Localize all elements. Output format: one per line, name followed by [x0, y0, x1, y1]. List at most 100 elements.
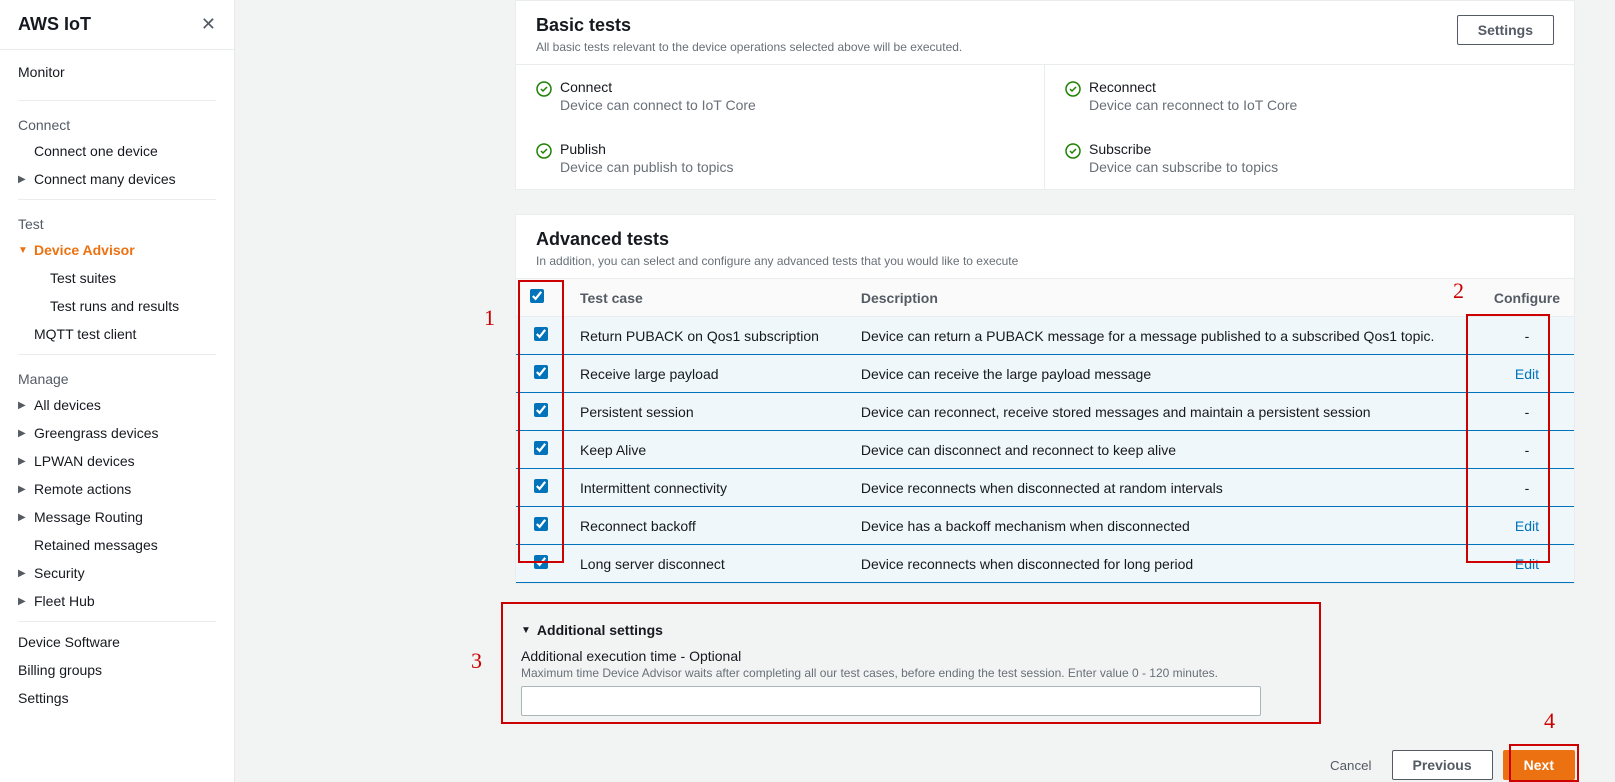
- testcase-cell: Keep Alive: [566, 431, 847, 469]
- basic-tests-panel: Basic tests All basic tests relevant to …: [515, 0, 1575, 190]
- additional-settings-toggle[interactable]: ▼ Additional settings: [521, 622, 1569, 638]
- sidebar-item-security[interactable]: ▶ Security: [0, 559, 234, 587]
- configure-cell[interactable]: Edit: [1480, 507, 1574, 545]
- sidebar-divider: [18, 199, 216, 200]
- sidebar-item-label: Monitor: [18, 64, 65, 80]
- basic-test-name: Reconnect: [1089, 79, 1297, 95]
- select-all-checkbox[interactable]: [530, 289, 544, 303]
- sidebar-item-label: Test runs and results: [50, 298, 179, 314]
- sidebar-item-label: All devices: [34, 397, 101, 413]
- testcase-cell: Reconnect backoff: [566, 507, 847, 545]
- annotation-label-2: 2: [1453, 278, 1464, 304]
- sidebar-item-label: MQTT test client: [34, 326, 136, 342]
- sidebar-item-greengrass[interactable]: ▶ Greengrass devices: [0, 419, 234, 447]
- edit-link[interactable]: Edit: [1515, 518, 1539, 534]
- sidebar-item-label: Fleet Hub: [34, 593, 95, 609]
- row-checkbox[interactable]: [534, 555, 548, 569]
- next-button[interactable]: Next: [1503, 750, 1575, 780]
- row-checkbox[interactable]: [534, 479, 548, 493]
- sidebar-item-remote-actions[interactable]: ▶ Remote actions: [0, 475, 234, 503]
- sidebar-group-test: Test: [0, 206, 234, 236]
- table-row: Intermittent connectivityDevice reconnec…: [516, 469, 1574, 507]
- configure-cell[interactable]: Edit: [1480, 545, 1574, 583]
- table-row: Keep AliveDevice can disconnect and reco…: [516, 431, 1574, 469]
- testcase-cell: Persistent session: [566, 393, 847, 431]
- sidebar-item-connect-many[interactable]: ▶ Connect many devices: [0, 165, 234, 193]
- sidebar-item-label: Settings: [18, 690, 69, 706]
- sidebar-item-label: Connect one device: [34, 143, 158, 159]
- sidebar-item-label: Remote actions: [34, 481, 131, 497]
- table-row: Return PUBACK on Qos1 subscriptionDevice…: [516, 317, 1574, 355]
- chevron-right-icon: ▶: [18, 174, 30, 185]
- chevron-right-icon: ▶: [18, 400, 30, 411]
- description-header: Description: [847, 279, 1480, 317]
- annotation-label-4: 4: [1544, 708, 1555, 734]
- select-all-header: [516, 279, 566, 317]
- advanced-tests-subtitle: In addition, you can select and configur…: [536, 254, 1554, 268]
- table-row: Long server disconnectDevice reconnects …: [516, 545, 1574, 583]
- row-checkbox[interactable]: [534, 403, 548, 417]
- chevron-right-icon: ▶: [18, 484, 30, 495]
- table-row: Reconnect backoffDevice has a backoff me…: [516, 507, 1574, 545]
- additional-execution-time-help: Maximum time Device Advisor waits after …: [521, 666, 1569, 680]
- sidebar-item-label: Connect many devices: [34, 171, 176, 187]
- annotation-label-1: 1: [484, 305, 495, 331]
- close-icon[interactable]: ✕: [201, 14, 216, 35]
- sidebar-item-connect-one[interactable]: Connect one device: [0, 137, 234, 165]
- sidebar-item-test-runs[interactable]: Test runs and results: [0, 292, 234, 320]
- row-checkbox[interactable]: [534, 441, 548, 455]
- sidebar-divider: [18, 354, 216, 355]
- additional-execution-time-input[interactable]: [521, 686, 1261, 716]
- edit-link[interactable]: Edit: [1515, 366, 1539, 382]
- previous-button[interactable]: Previous: [1392, 750, 1493, 780]
- basic-test-reconnect: Reconnect Device can reconnect to IoT Co…: [1045, 65, 1574, 127]
- check-icon: [1065, 81, 1081, 100]
- testcase-header: Test case: [566, 279, 847, 317]
- configure-cell: -: [1480, 317, 1574, 355]
- table-row: Receive large payloadDevice can receive …: [516, 355, 1574, 393]
- row-checkbox[interactable]: [534, 517, 548, 531]
- description-cell: Device can reconnect, receive stored mes…: [847, 393, 1480, 431]
- sidebar-item-lpwan[interactable]: ▶ LPWAN devices: [0, 447, 234, 475]
- sidebar: AWS IoT ✕ Monitor Connect Connect one de…: [0, 0, 235, 782]
- sidebar-item-mqtt-client[interactable]: MQTT test client: [0, 320, 234, 348]
- sidebar-item-billing-groups[interactable]: Billing groups: [0, 656, 234, 684]
- sidebar-group-connect: Connect: [0, 107, 234, 137]
- sidebar-item-settings[interactable]: Settings: [0, 684, 234, 712]
- sidebar-item-test-suites[interactable]: Test suites: [0, 264, 234, 292]
- sidebar-item-fleet-hub[interactable]: ▶ Fleet Hub: [0, 587, 234, 615]
- basic-test-publish: Publish Device can publish to topics: [516, 127, 1045, 189]
- sidebar-item-all-devices[interactable]: ▶ All devices: [0, 391, 234, 419]
- basic-test-name: Publish: [560, 141, 734, 157]
- configure-cell: -: [1480, 469, 1574, 507]
- additional-execution-time-label: Additional execution time - Optional: [521, 648, 1569, 664]
- chevron-down-icon: ▼: [18, 245, 30, 256]
- sidebar-header: AWS IoT ✕: [0, 0, 234, 50]
- basic-tests-subtitle: All basic tests relevant to the device o…: [536, 40, 1457, 54]
- configure-cell[interactable]: Edit: [1480, 355, 1574, 393]
- sidebar-item-device-advisor[interactable]: ▼ Device Advisor: [0, 236, 234, 264]
- sidebar-item-label: Message Routing: [34, 509, 143, 525]
- check-icon: [1065, 143, 1081, 162]
- configure-cell: -: [1480, 431, 1574, 469]
- sidebar-item-monitor[interactable]: Monitor: [0, 58, 234, 86]
- footer-actions: Cancel Previous Next 4: [515, 736, 1575, 782]
- sidebar-item-label: Device Software: [18, 634, 120, 650]
- edit-link[interactable]: Edit: [1515, 556, 1539, 572]
- sidebar-item-device-software[interactable]: Device Software: [0, 628, 234, 656]
- sidebar-item-message-routing[interactable]: ▶ Message Routing: [0, 503, 234, 531]
- configure-header: Configure: [1480, 279, 1574, 317]
- row-checkbox[interactable]: [534, 365, 548, 379]
- sidebar-item-label: Test suites: [50, 270, 116, 286]
- cancel-button[interactable]: Cancel: [1320, 750, 1382, 780]
- advanced-tests-title: Advanced tests: [536, 229, 1554, 250]
- description-cell: Device can receive the large payload mes…: [847, 355, 1480, 393]
- settings-button[interactable]: Settings: [1457, 15, 1554, 45]
- sidebar-item-retained-messages[interactable]: Retained messages: [0, 531, 234, 559]
- chevron-right-icon: ▶: [18, 568, 30, 579]
- sidebar-item-label: Greengrass devices: [34, 425, 159, 441]
- sidebar-item-label: Retained messages: [34, 537, 158, 553]
- row-checkbox[interactable]: [534, 327, 548, 341]
- description-cell: Device has a backoff mechanism when disc…: [847, 507, 1480, 545]
- basic-test-desc: Device can reconnect to IoT Core: [1089, 97, 1297, 113]
